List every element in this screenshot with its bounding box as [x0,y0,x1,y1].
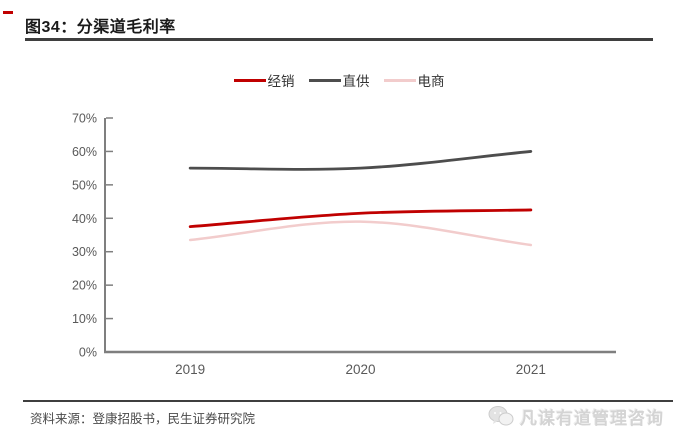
x-tick-label: 2021 [516,362,546,377]
y-tick-label: 10% [72,312,97,326]
y-tick-label: 0% [79,346,97,360]
footer-divider [23,400,673,402]
watermark-text: 凡谋有道管理咨询 [520,409,664,428]
x-tick-label: 2020 [345,362,375,377]
series-line-0 [188,208,533,229]
watermark: 凡谋有道管理咨询 [488,404,664,429]
legend-item-zhigong: 直供 [308,70,370,90]
series-line-1 [188,150,533,171]
y-tick-label: 20% [72,279,97,293]
y-tick-label: 30% [72,245,97,259]
legend-label-jingxiao: 经销 [267,74,295,89]
title-divider [25,38,653,41]
legend-swatch-zhigong [308,78,341,82]
legend-swatch-jingxiao [233,78,266,82]
y-tick-label: 50% [72,178,97,192]
legend-item-dianshang: 电商 [383,70,445,90]
y-tick-label: 40% [72,212,97,226]
chart-legend: 经销 直供 电商 [0,70,678,90]
legend-label-dianshang: 电商 [417,74,445,89]
y-tick-label: 70% [72,112,97,126]
y-tick-label: 60% [72,145,97,159]
series-line-2 [188,220,533,247]
legend-swatch-dianshang [383,78,416,82]
legend-item-jingxiao: 经销 [233,70,295,90]
figure-title: 图34：分渠道毛利率 [25,19,176,36]
wechat-icon [488,406,514,426]
x-tick-label: 2019 [175,362,205,377]
accent-dash [3,11,13,14]
legend-label-zhigong: 直供 [342,74,370,89]
source-note: 资料来源：登康招股书，民生证券研究院 [30,412,256,426]
